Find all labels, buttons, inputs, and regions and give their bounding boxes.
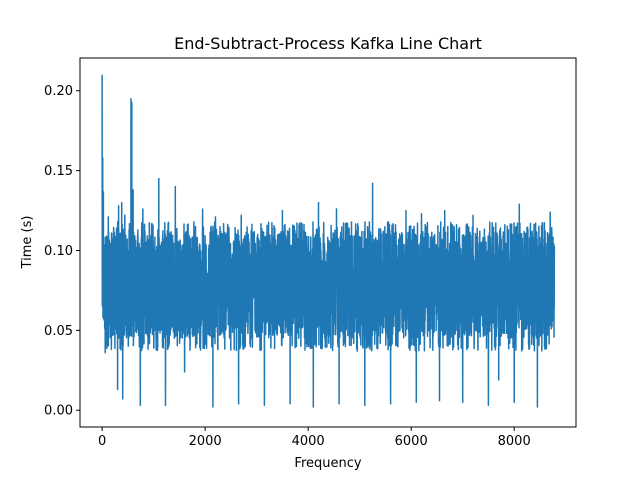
axes-frame [79, 57, 577, 428]
chart-title: End-Subtract-Process Kafka Line Chart [174, 34, 482, 53]
y-tick-label: 0.00 [44, 404, 73, 419]
x-axis-ticks: 0 2000 4000 6000 8000 [98, 427, 531, 449]
x-tick-label: 4000 [292, 434, 325, 449]
y-axis-label: Time (s) [20, 216, 35, 270]
y-tick-label: 0.20 [44, 84, 73, 99]
x-tick-label: 6000 [395, 434, 428, 449]
series-line-layer [101, 74, 556, 408]
y-tick-label: 0.10 [44, 244, 73, 259]
x-tick-label: 2000 [189, 434, 222, 449]
x-tick-label: 0 [98, 434, 106, 449]
y-tick-label: 0.05 [44, 324, 73, 339]
x-tick-label: 8000 [498, 434, 531, 449]
series-line [101, 74, 556, 408]
x-axis-label: Frequency [294, 456, 361, 471]
plot-area [101, 74, 556, 408]
y-tick-label: 0.15 [44, 164, 73, 179]
y-axis-ticks: 0.00 0.05 0.10 0.15 0.20 [44, 84, 80, 419]
